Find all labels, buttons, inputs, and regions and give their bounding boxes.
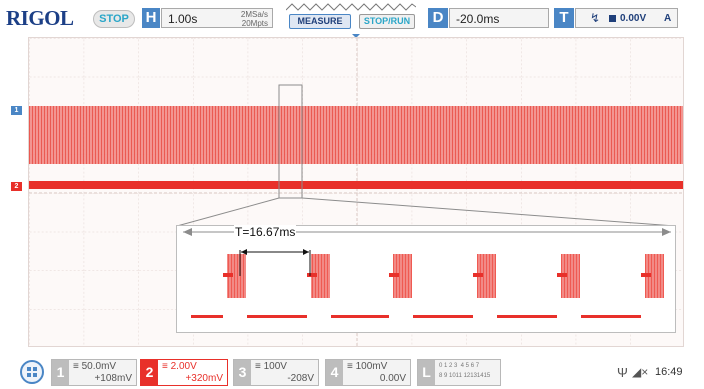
timebase-value: 1.00s: [168, 12, 198, 26]
horizontal-tag[interactable]: H: [142, 8, 160, 28]
memory-depth: 20Mpts: [241, 19, 268, 28]
channel-2-offset: +320mV: [185, 373, 223, 384]
channel-3-scale: ≡ 100V: [255, 361, 287, 372]
period-measurement-label: T=16.67ms: [234, 225, 297, 239]
channel-1-number: 1: [52, 360, 69, 385]
channel-4-offset: 0.00V: [379, 373, 406, 384]
delay-box[interactable]: -20.0ms: [449, 8, 549, 28]
delay-tag[interactable]: D: [428, 8, 448, 28]
trigger-tag[interactable]: T: [554, 8, 574, 28]
delay-value: -20.0ms: [456, 12, 500, 26]
ch2-offset-marker[interactable]: 2: [11, 182, 22, 191]
rising-edge-icon: ↯: [590, 11, 601, 25]
run-state-badge[interactable]: STOP: [93, 10, 135, 28]
top-status-bar: RIGOL STOP H 1.00s 2MSa/s 20Mpts MEASURE…: [0, 0, 704, 34]
channel-1-offset: +108mV: [94, 373, 132, 384]
grid-menu-icon: [27, 367, 37, 377]
zoom-waveform: [183, 228, 671, 318]
logic-tag: L: [418, 360, 435, 385]
ch1-waveform-band: [29, 106, 683, 164]
channel-3-box[interactable]: 3 ≡ 100V -208V: [233, 359, 319, 386]
logic-bits-row2: 8 9 1011 12131415: [439, 373, 491, 379]
ch2-waveform-band: [29, 181, 683, 189]
usb-icon: Ψ: [617, 365, 628, 380]
horizontal-timebase-box[interactable]: 1.00s 2MSa/s 20Mpts: [161, 8, 273, 28]
channel-2-box[interactable]: 2 ≡ 2.00V +320mV: [140, 359, 228, 386]
logic-bits-row1: 0 1 2 3 4 5 6 7: [439, 363, 480, 369]
trigger-mode: A: [664, 13, 672, 24]
sample-rate: 2MSa/s: [240, 10, 268, 19]
trigger-box[interactable]: ↯ 0.00V A: [575, 8, 678, 28]
channel-4-scale: ≡ 100mV: [347, 361, 388, 372]
ch1-offset-marker[interactable]: 1: [11, 106, 22, 115]
channel-3-number: 3: [234, 360, 251, 385]
trigger-level: 0.00V: [620, 13, 647, 24]
home-menu-button[interactable]: [20, 360, 44, 384]
channel-2-scale: ≡ 2.00V: [162, 361, 197, 372]
waveform-memory-strip: [286, 3, 416, 11]
channel-4-box[interactable]: 4 ≡ 100mV 0.00V: [325, 359, 411, 386]
logic-analyzer-box[interactable]: L 0 1 2 3 4 5 6 7 8 9 1011 12131415: [417, 359, 501, 386]
measure-button[interactable]: MEASURE: [289, 14, 351, 29]
stop-run-button[interactable]: STOP/RUN: [359, 14, 415, 29]
clock: 16:49: [655, 366, 683, 378]
zoom-inset: T=16.67ms: [176, 225, 676, 333]
channel-1-box[interactable]: 1 ≡ 50.0mV +108mV: [51, 359, 137, 386]
bottom-status-bar: 1 ≡ 50.0mV +108mV 2 ≡ 2.00V +320mV 3 ≡ 1…: [0, 357, 704, 389]
channel-2-number: 2: [141, 360, 158, 385]
zoom-selection-box: [278, 84, 303, 199]
speaker-muted-icon[interactable]: ◢×: [632, 365, 649, 379]
brand-logo: RIGOL: [6, 6, 74, 30]
channel-4-number: 4: [326, 360, 343, 385]
channel-3-offset: -208V: [287, 373, 314, 384]
trigger-source-icon: [609, 15, 616, 22]
channel-1-scale: ≡ 50.0mV: [73, 361, 117, 372]
